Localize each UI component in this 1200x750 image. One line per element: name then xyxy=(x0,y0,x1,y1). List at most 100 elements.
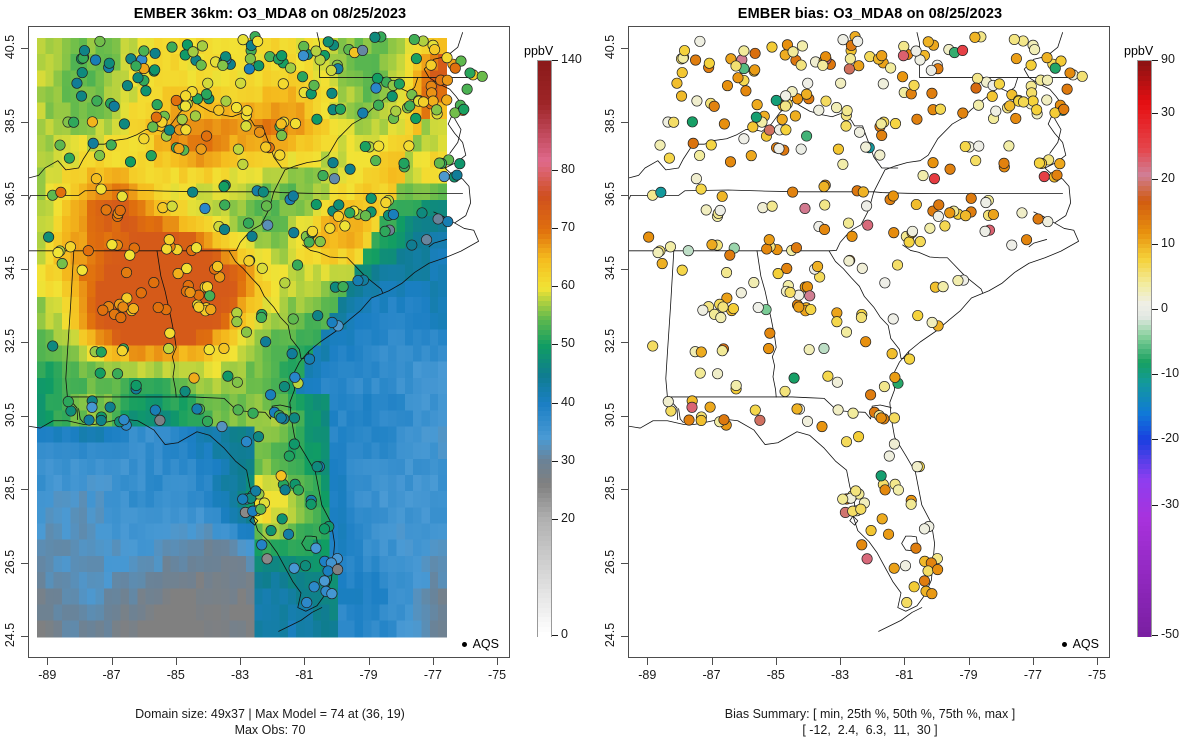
aqs-site-marker xyxy=(939,220,951,232)
aqs-site-marker xyxy=(721,267,733,279)
aqs-site-marker xyxy=(325,64,337,76)
aqs-site-marker xyxy=(865,389,877,401)
aqs-site-marker xyxy=(766,200,778,212)
aqs-site-marker xyxy=(865,524,877,537)
aqs-site-marker xyxy=(332,210,344,222)
aqs-site-marker xyxy=(799,202,811,214)
aqs-site-marker xyxy=(262,219,274,231)
aqs-site-marker xyxy=(106,239,118,251)
aqs-site-marker xyxy=(441,74,453,86)
aqs-site-marker xyxy=(822,370,834,382)
aqs-site-marker xyxy=(779,100,791,112)
aqs-site-marker xyxy=(285,62,297,74)
aqs-site-marker xyxy=(180,90,192,102)
aqs-site-marker xyxy=(780,90,792,102)
aqs-site-marker xyxy=(694,149,706,162)
aqs-site-marker xyxy=(918,575,930,587)
aqs-site-marker xyxy=(883,450,895,462)
aqs-site-marker xyxy=(831,376,843,388)
aqs-site-marker xyxy=(973,140,985,152)
aqs-site-marker xyxy=(255,503,267,515)
boundary-line xyxy=(902,244,983,293)
aqs-site-marker xyxy=(138,133,150,145)
aqs-site-marker xyxy=(887,313,899,325)
aqs-site-marker xyxy=(751,99,763,111)
aqs-site-marker xyxy=(184,286,196,298)
aqs-site-marker xyxy=(312,310,324,322)
aqs-site-marker xyxy=(76,67,88,79)
colorbar-tick-mark xyxy=(552,228,558,230)
aqs-site-marker xyxy=(1051,169,1063,181)
aqs-site-marker xyxy=(218,223,231,235)
boundary-line xyxy=(797,191,875,252)
aqs-site-marker xyxy=(694,35,706,47)
colorbar-tick-label: 30 xyxy=(561,452,575,467)
aqs-site-marker xyxy=(678,45,691,57)
aqs-site-marker xyxy=(922,565,934,577)
aqs-site-marker xyxy=(752,301,764,314)
x-axis-label: -79 xyxy=(359,668,378,682)
aqs-site-marker xyxy=(662,396,674,408)
legend-aqs-model: AQS xyxy=(461,637,499,651)
aqs-site-marker xyxy=(118,414,130,426)
caption-model-line1: Domain size: 49x37 | Max Model = 74 at (… xyxy=(135,707,405,721)
aqs-site-marker xyxy=(748,277,760,289)
aqs-dot-icon xyxy=(461,641,467,647)
aqs-site-marker xyxy=(47,340,59,352)
aqs-site-marker xyxy=(860,336,872,348)
aqs-site-marker xyxy=(970,155,982,167)
aqs-site-marker xyxy=(1008,33,1020,46)
aqs-site-marker xyxy=(138,45,150,57)
aqs-site-marker xyxy=(255,311,267,324)
aqs-site-marker xyxy=(386,90,398,102)
aqs-site-marker xyxy=(254,126,266,138)
aqs-site-marker xyxy=(716,190,728,202)
aqs-site-marker xyxy=(843,255,855,267)
aqs-site-marker xyxy=(695,414,707,426)
colorbar-tick-mark xyxy=(552,170,558,171)
boundary-line xyxy=(197,191,275,252)
aqs-site-marker xyxy=(805,303,817,316)
aqs-site-marker xyxy=(256,262,268,274)
aqs-site-marker xyxy=(814,271,826,283)
aqs-site-marker xyxy=(328,173,341,185)
aqs-site-marker xyxy=(908,581,920,593)
aqs-site-marker xyxy=(212,260,224,272)
aqs-site-marker xyxy=(68,116,80,128)
aqs-site-marker xyxy=(187,46,199,58)
aqs-site-marker xyxy=(454,158,466,170)
aqs-site-marker xyxy=(831,102,843,114)
aqs-site-marker xyxy=(763,343,775,355)
aqs-site-marker xyxy=(297,50,309,62)
aqs-site-marker xyxy=(846,230,858,242)
y-axis-label: 38.5 xyxy=(3,108,17,133)
aqs-site-marker xyxy=(237,34,249,46)
x-axis-tick xyxy=(711,658,713,665)
aqs-site-marker xyxy=(686,401,698,413)
y-axis-tick xyxy=(621,415,628,417)
aqs-site-marker xyxy=(652,247,664,259)
aqs-site-marker xyxy=(787,186,799,198)
aqs-site-marker xyxy=(52,247,64,259)
x-axis-label: -77 xyxy=(1023,668,1042,682)
aqs-site-marker xyxy=(231,376,243,388)
aqs-site-marker xyxy=(265,524,277,537)
colorbar-tick-label: 50 xyxy=(561,336,575,351)
boundary-line xyxy=(29,99,299,179)
caption-model-line2: Max Obs: 70 xyxy=(234,723,306,737)
y-axis-label: 32.5 xyxy=(3,328,17,354)
aqs-site-marker xyxy=(83,414,95,426)
colorbar-tick-label: 60 xyxy=(561,278,575,293)
aqs-site-marker xyxy=(927,157,939,169)
aqs-site-marker xyxy=(855,503,867,515)
colorbar-tick-mark xyxy=(1152,60,1158,61)
aqs-site-marker xyxy=(926,588,938,600)
aqs-site-marker xyxy=(265,389,277,401)
aqs-site-marker xyxy=(55,186,67,198)
aqs-site-marker xyxy=(154,414,166,426)
aqs-site-marker xyxy=(464,67,476,79)
aqs-site-marker xyxy=(763,124,776,136)
aqs-site-marker xyxy=(899,560,911,572)
aqs-site-marker xyxy=(874,149,886,161)
aqs-site-marker xyxy=(706,239,718,251)
